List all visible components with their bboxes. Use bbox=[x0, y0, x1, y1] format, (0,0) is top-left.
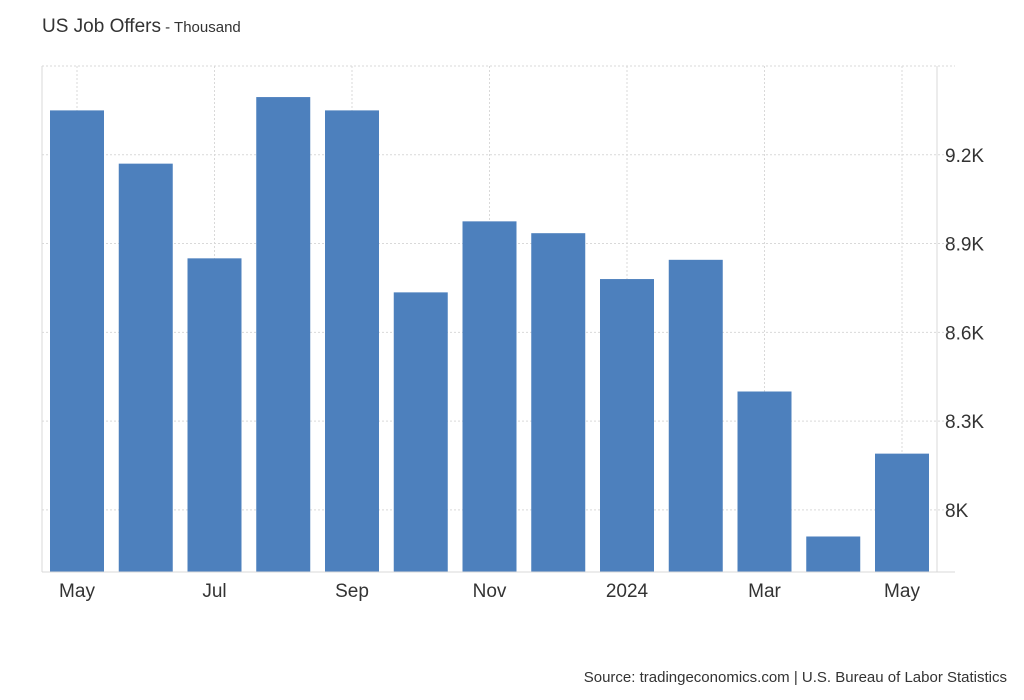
y-tick-label: 9.2K bbox=[945, 146, 984, 167]
title-separator: - bbox=[160, 19, 175, 36]
x-tick-label: 2024 bbox=[606, 581, 649, 602]
bar bbox=[600, 279, 654, 572]
y-tick-label: 8.3K bbox=[945, 412, 984, 433]
title-unit: Thousand bbox=[174, 19, 241, 36]
x-tick-label: Nov bbox=[473, 581, 507, 602]
title-text: US Job Offers bbox=[42, 16, 161, 37]
y-tick-label: 8.9K bbox=[945, 235, 984, 256]
bar bbox=[462, 221, 517, 572]
x-tick-label: Sep bbox=[335, 581, 369, 602]
x-tick-label: May bbox=[884, 581, 920, 602]
x-tick-label: May bbox=[59, 581, 95, 602]
bar bbox=[875, 453, 929, 572]
bar bbox=[256, 97, 311, 572]
x-tick-label: Mar bbox=[748, 581, 781, 602]
y-tick-label: 8.6K bbox=[945, 323, 984, 344]
bar bbox=[668, 259, 723, 572]
bar bbox=[187, 258, 242, 572]
bar bbox=[737, 391, 792, 572]
source-note: Source: tradingeconomics.com | U.S. Bure… bbox=[583, 669, 1007, 686]
bar bbox=[50, 110, 104, 573]
x-tick-label: Jul bbox=[202, 581, 226, 602]
bar bbox=[325, 110, 379, 573]
bar bbox=[118, 163, 173, 573]
bar bbox=[393, 292, 448, 572]
chart-title: US Job Offers - Thousand bbox=[42, 16, 241, 38]
bar bbox=[531, 233, 586, 572]
bar bbox=[806, 536, 861, 572]
y-tick-label: 8K bbox=[945, 501, 969, 522]
